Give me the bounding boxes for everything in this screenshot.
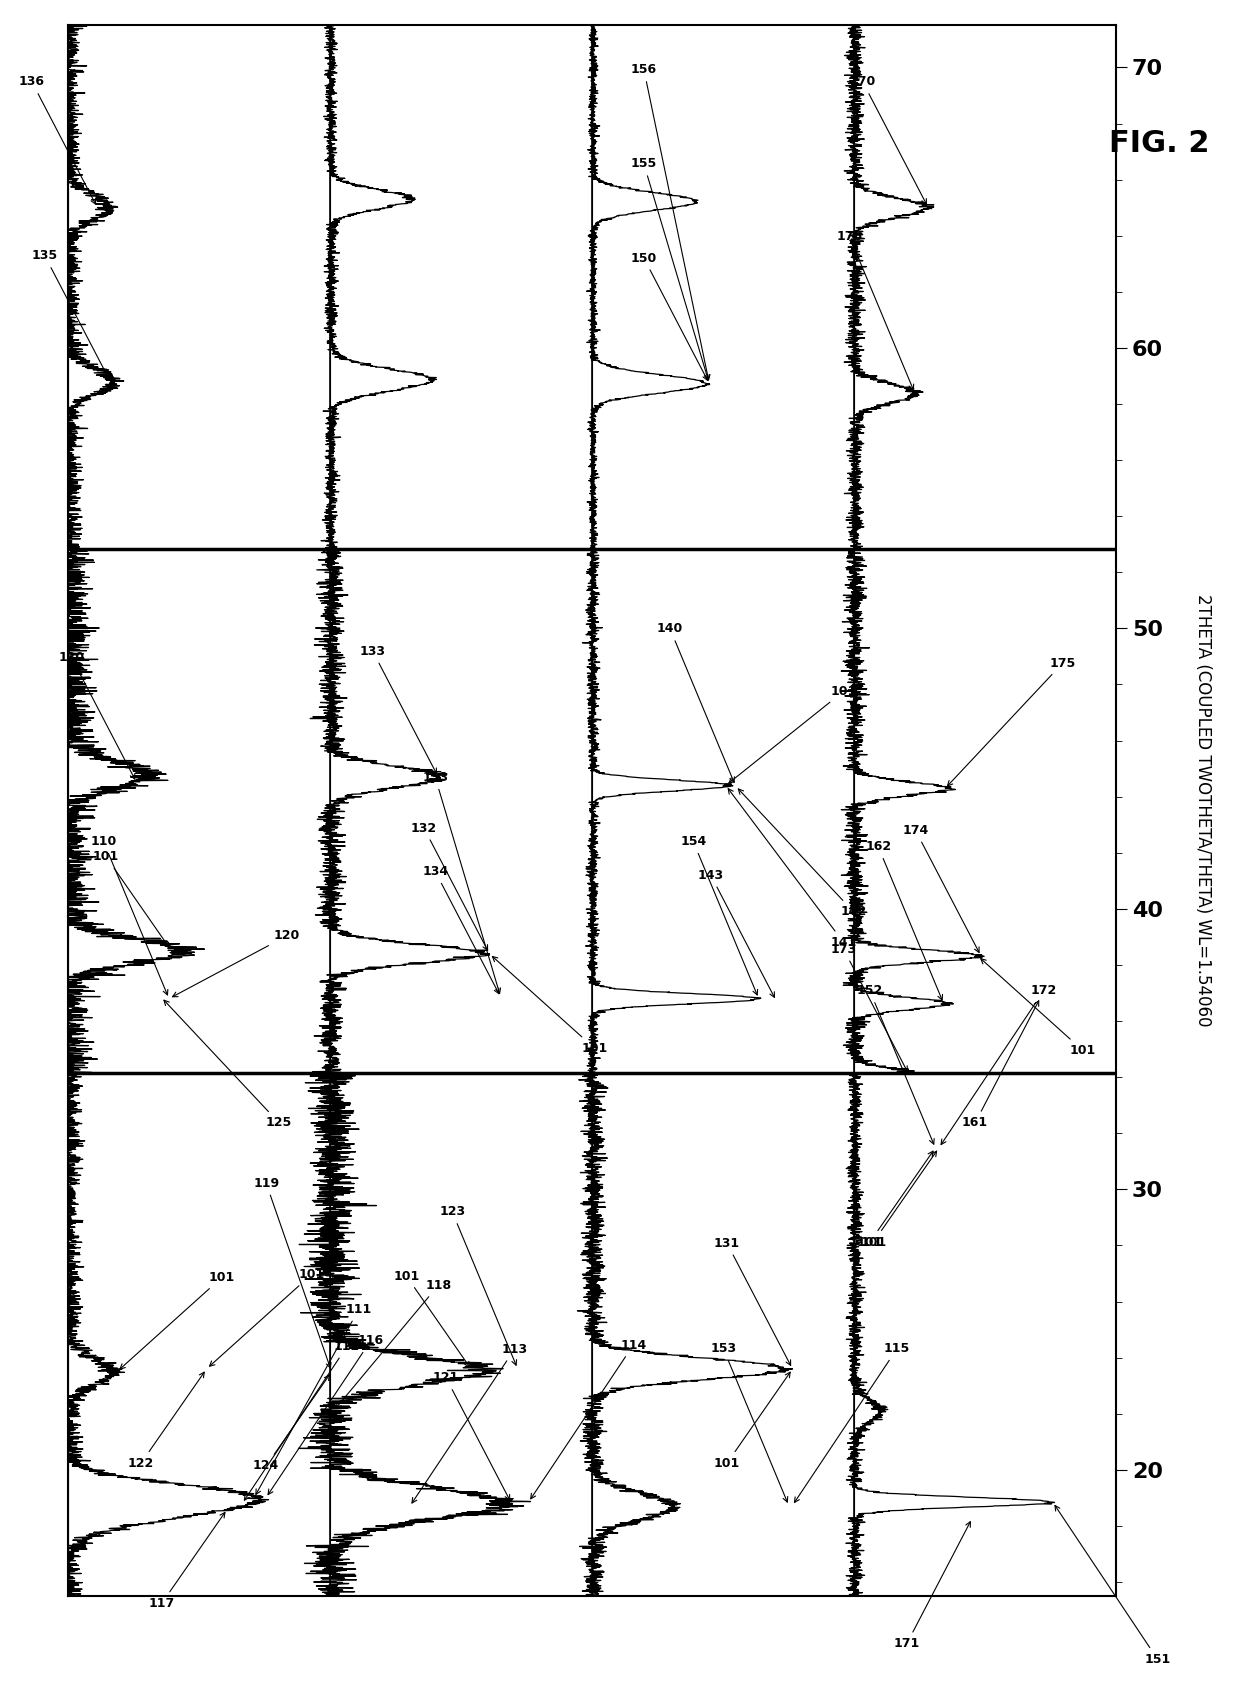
Text: FIG. 2: FIG. 2 <box>1109 128 1210 159</box>
Text: 125: 125 <box>164 1000 293 1130</box>
Text: 120: 120 <box>172 929 300 997</box>
Text: 150: 150 <box>631 252 708 380</box>
Text: 171: 171 <box>894 1522 971 1650</box>
Text: 151: 151 <box>1055 1505 1171 1665</box>
Text: 101: 101 <box>714 1371 790 1469</box>
Text: 133: 133 <box>360 645 436 774</box>
Text: 175: 175 <box>947 657 1076 785</box>
Text: 161: 161 <box>962 1002 1039 1130</box>
Text: 101: 101 <box>857 1152 932 1248</box>
Text: 153: 153 <box>711 1343 787 1502</box>
Text: 170: 170 <box>849 76 926 204</box>
Text: 101: 101 <box>210 1268 325 1366</box>
Text: 101: 101 <box>492 956 608 1054</box>
Text: 140: 140 <box>657 623 734 782</box>
Text: 162: 162 <box>866 839 942 1000</box>
Text: 113: 113 <box>412 1343 527 1503</box>
Text: 116: 116 <box>268 1334 383 1495</box>
Text: 101: 101 <box>981 959 1096 1057</box>
Text: 115: 115 <box>795 1343 910 1503</box>
Text: 124: 124 <box>253 1375 330 1473</box>
Text: 121: 121 <box>433 1371 510 1500</box>
Text: 101: 101 <box>120 1270 234 1370</box>
Text: 134: 134 <box>422 865 498 993</box>
Text: 133: 133 <box>423 770 501 993</box>
Text: 135: 135 <box>32 250 108 378</box>
Text: 101: 101 <box>393 1270 470 1366</box>
Y-axis label: 2THETA (COUPLED TWOTHETA/THETA) WL=1.54060: 2THETA (COUPLED TWOTHETA/THETA) WL=1.540… <box>1194 595 1211 1027</box>
Text: 152: 152 <box>857 985 934 1143</box>
Text: 142: 142 <box>738 789 867 919</box>
Text: 117: 117 <box>149 1512 224 1610</box>
Text: 112: 112 <box>244 1339 360 1500</box>
Text: 130: 130 <box>58 650 135 779</box>
Text: 131: 131 <box>714 1236 791 1365</box>
Text: 122: 122 <box>128 1371 205 1469</box>
Text: 110: 110 <box>91 834 167 995</box>
Text: 141: 141 <box>728 789 857 949</box>
Text: 156: 156 <box>631 62 711 380</box>
Text: 154: 154 <box>681 834 758 995</box>
Text: 119: 119 <box>253 1177 331 1368</box>
Text: 136: 136 <box>19 76 95 204</box>
Text: 123: 123 <box>439 1206 517 1365</box>
Text: 174: 174 <box>903 824 980 953</box>
Text: 118: 118 <box>336 1279 451 1409</box>
Text: 101: 101 <box>729 684 857 784</box>
Text: 101: 101 <box>93 850 170 948</box>
Text: 172: 172 <box>941 985 1056 1145</box>
Text: 176: 176 <box>836 230 914 390</box>
Text: 155: 155 <box>631 157 709 380</box>
Text: 132: 132 <box>410 821 487 951</box>
Text: 173: 173 <box>831 942 908 1071</box>
Text: 101: 101 <box>861 1152 936 1248</box>
Text: 143: 143 <box>698 868 775 997</box>
Text: 114: 114 <box>531 1339 646 1498</box>
Text: 111: 111 <box>255 1302 372 1495</box>
